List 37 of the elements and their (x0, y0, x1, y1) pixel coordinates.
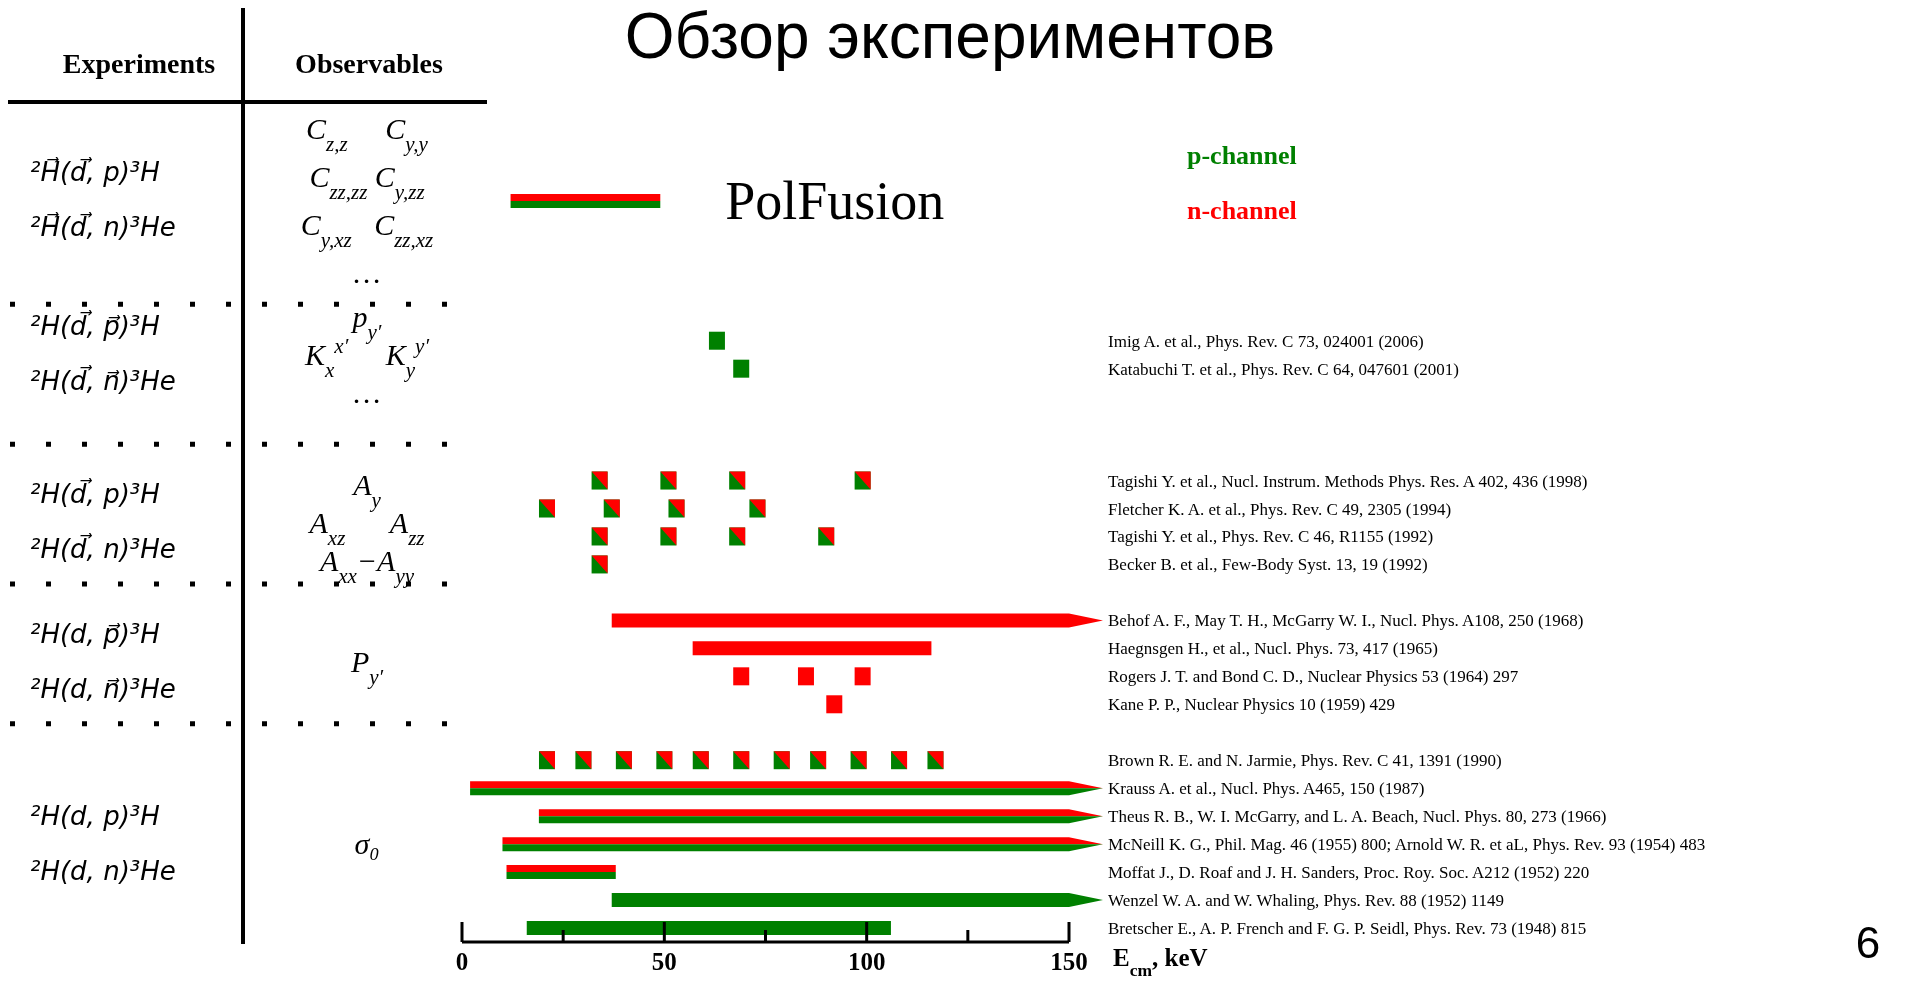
y-tick-label: Theus R. B., W. I. McGarry, and L. A. Beach, Nucl. Phys. 80, 273 (1966) (1108, 807, 1607, 827)
text: ²H(d, p⃗)³H ²H(d, n⃗)³He (30, 618, 176, 704)
y-tick-label: Imig A. et al., Phys. Rev. C 73, 024001 (2006) (1108, 331, 1424, 351)
text: ²H(d⃗, p)³H ²H(d⃗, n)³He (30, 478, 176, 564)
text: σ₀ (354, 827, 380, 861)
y-tick-label: Becker B. et al., Few-Body Syst. 13, 19 (1992) (1108, 555, 1428, 575)
y-tick-label: Katabuchi T. et al., Phys. Rev. C 64, 047601 (2001) (1108, 359, 1459, 379)
text: 6 (1855, 918, 1881, 967)
x-tick-label: 50 (651, 948, 677, 975)
text: ²H⃗(d⃗, p)³H ²H⃗(d⃗, n)³He (30, 156, 176, 243)
y-tick-label: Bretscher E., A. P. French and F. G. P. Seidl, Phys. Rev. 73 (1948) 815 (1108, 919, 1587, 939)
x-tick-label: 150 (1050, 948, 1088, 975)
text: Observables (295, 48, 443, 79)
y-tick-label: Moffat J., D. Roaf and J. H. Sanders, Proc. Roy. Soc. A212 (1952) 220 (1108, 863, 1590, 883)
y-tick-label: Tagishi Y. et al., Phys. Rev. C 46, R1155 (1992) (1108, 527, 1434, 547)
x-axis-title: E$_{cm}$, keV (1113, 944, 1208, 980)
y-tick-label: Behof A. F., May T. H., McGarry W. I., Nucl. Phys. A108, 250 (1968) (1108, 611, 1584, 631)
y-tick-label: Rogers J. T. and Bond C. D., Nuclear Physics 53 (1964) 297 (1108, 667, 1519, 687)
text: ²H(d, p)³H ²H(d, n)³He (30, 800, 176, 886)
x-tick-label: 100 (847, 948, 886, 975)
y-tick-label: Kane P. P., Nuclear Physics 10 (1959) 429 (1108, 695, 1396, 715)
text: P$_{y′}$ (349, 645, 384, 690)
text: C$_{z,z}$ C$_{y,y}$ C$_{zz,zz}$ C$_{y,zz}$ C$_{y,xz}$ C$_{zz,xz}$ … (300, 111, 434, 289)
y-tick-label: Krauss A. et al., Nucl. Phys. A465, 150 (1987) (1108, 779, 1425, 799)
text: Experiments (62, 48, 216, 79)
y-tick-label: Fletcher K. A. et al., Phys. Rev. C 49, 2305 (1994) (1108, 499, 1452, 519)
text: p-channel (1187, 141, 1297, 170)
y-tick-label: McNeill K. G., Phil. Mag. 46 (1955) 800; Arnold W. R. et aL, Phys. Rev. 93 (1954) 483 (1108, 835, 1706, 855)
x-tick-label: 0 (455, 948, 469, 975)
y-tick-label: Haegnsgen H., et al., Nucl. Phys. 73, 417 (1965) (1108, 639, 1439, 659)
y-tick-label: Wenzel W. A. and W. Whaling, Phys. Rev. 88 (1952) 1149 (1108, 891, 1505, 911)
chart-title: Обзор экспериментов (624, 0, 1276, 72)
text: ²H(d⃗, p⃗)³H ²H(d⃗, n⃗)³He (30, 310, 176, 397)
y-tick-label: Tagishi Y. et al., Nucl. Instrum. Methods Phys. Res. A 402, 436 (1998) (1108, 471, 1588, 491)
text: n-channel (1187, 196, 1297, 225)
y-tick-label: PolFusion (725, 170, 945, 231)
y-tick-label: Brown R. E. and N. Jarmie, Phys. Rev. C 41, 1391 (1990) (1108, 751, 1502, 771)
